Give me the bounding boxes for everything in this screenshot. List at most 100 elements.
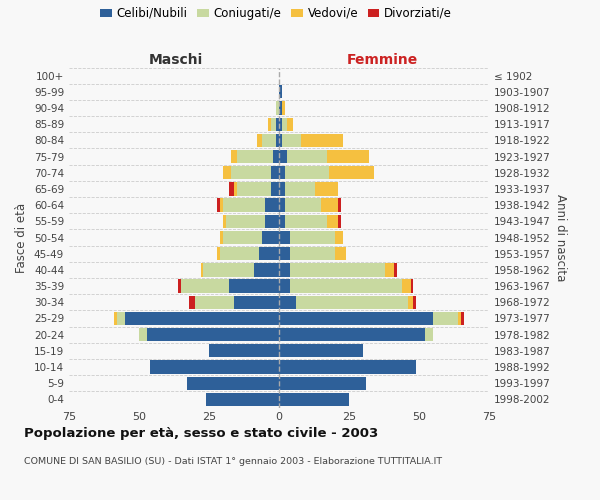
Bar [279, 102, 282, 114]
Bar [209, 344, 279, 358]
Bar [279, 360, 416, 374]
Bar [259, 247, 279, 260]
Bar [279, 296, 296, 309]
Bar [279, 231, 290, 244]
Bar [217, 198, 220, 212]
Bar [326, 150, 368, 163]
Y-axis label: Fasce di età: Fasce di età [16, 202, 28, 272]
Bar [279, 150, 287, 163]
Bar [114, 312, 116, 325]
Bar [279, 166, 284, 179]
Bar [178, 280, 181, 292]
Bar [279, 214, 284, 228]
Bar [206, 393, 279, 406]
Bar [237, 150, 274, 163]
Bar [234, 296, 279, 309]
Bar [279, 118, 282, 131]
Bar [195, 296, 234, 309]
Bar [254, 263, 279, 276]
Bar [338, 214, 341, 228]
Bar [271, 118, 276, 131]
Bar [338, 198, 341, 212]
Bar [232, 166, 271, 179]
Bar [276, 134, 279, 147]
Bar [326, 214, 338, 228]
Y-axis label: Anni di nascita: Anni di nascita [554, 194, 567, 281]
Bar [282, 102, 284, 114]
Bar [229, 280, 279, 292]
Bar [148, 328, 279, 342]
Bar [220, 231, 223, 244]
Bar [139, 328, 148, 342]
Bar [203, 263, 254, 276]
Bar [458, 312, 461, 325]
Bar [335, 247, 346, 260]
Bar [290, 231, 335, 244]
Bar [279, 198, 284, 212]
Bar [220, 247, 259, 260]
Legend: Celibi/Nubili, Coniugati/e, Vedovi/e, Divorziati/e: Celibi/Nubili, Coniugati/e, Vedovi/e, Di… [97, 4, 455, 24]
Bar [268, 118, 271, 131]
Bar [276, 102, 279, 114]
Bar [287, 150, 326, 163]
Bar [279, 247, 290, 260]
Bar [271, 166, 279, 179]
Bar [223, 231, 262, 244]
Bar [279, 393, 349, 406]
Bar [190, 296, 195, 309]
Bar [226, 214, 265, 228]
Bar [410, 280, 413, 292]
Bar [408, 296, 413, 309]
Bar [234, 182, 237, 196]
Bar [301, 134, 343, 147]
Text: Femmine: Femmine [347, 54, 418, 68]
Bar [290, 280, 402, 292]
Bar [284, 182, 316, 196]
Bar [223, 166, 232, 179]
Bar [335, 231, 343, 244]
Bar [413, 296, 416, 309]
Bar [287, 118, 293, 131]
Bar [394, 263, 397, 276]
Text: Popolazione per età, sesso e stato civile - 2003: Popolazione per età, sesso e stato civil… [24, 428, 378, 440]
Bar [284, 198, 321, 212]
Bar [329, 166, 374, 179]
Bar [296, 296, 408, 309]
Bar [232, 150, 237, 163]
Bar [223, 214, 226, 228]
Bar [229, 182, 234, 196]
Bar [279, 134, 282, 147]
Bar [279, 328, 425, 342]
Bar [316, 182, 338, 196]
Text: Maschi: Maschi [148, 54, 203, 68]
Bar [279, 376, 366, 390]
Bar [461, 312, 464, 325]
Bar [223, 198, 265, 212]
Bar [279, 85, 282, 98]
Bar [237, 182, 271, 196]
Bar [217, 247, 220, 260]
Bar [220, 198, 223, 212]
Bar [274, 150, 279, 163]
Bar [425, 328, 433, 342]
Bar [279, 280, 290, 292]
Bar [282, 134, 301, 147]
Bar [125, 312, 279, 325]
Bar [279, 344, 363, 358]
Bar [262, 231, 279, 244]
Bar [385, 263, 394, 276]
Bar [279, 182, 284, 196]
Text: COMUNE DI SAN BASILIO (SU) - Dati ISTAT 1° gennaio 2003 - Elaborazione TUTTITALI: COMUNE DI SAN BASILIO (SU) - Dati ISTAT … [24, 458, 442, 466]
Bar [200, 263, 203, 276]
Bar [150, 360, 279, 374]
Bar [116, 312, 125, 325]
Bar [181, 280, 229, 292]
Bar [257, 134, 262, 147]
Bar [271, 182, 279, 196]
Bar [265, 198, 279, 212]
Bar [290, 247, 335, 260]
Bar [284, 214, 326, 228]
Bar [402, 280, 410, 292]
Bar [279, 312, 433, 325]
Bar [290, 263, 385, 276]
